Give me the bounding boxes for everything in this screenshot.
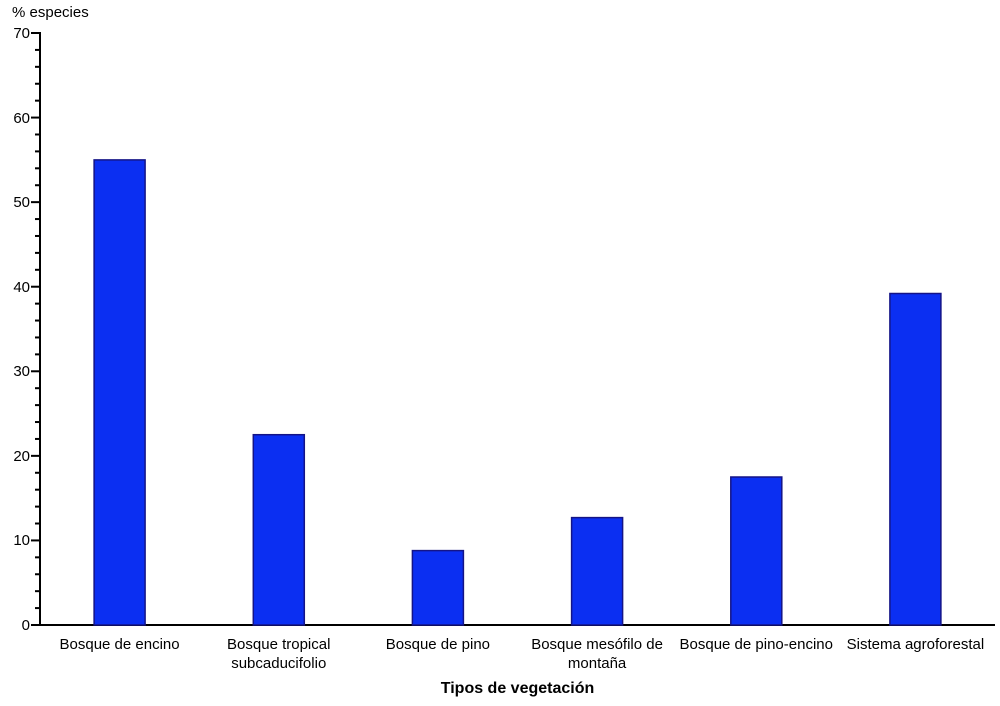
bar [889, 292, 942, 626]
bar [570, 516, 624, 626]
category-label: Bosque tropical subcaducifolio [227, 636, 331, 672]
y-tick-label: 40 [13, 278, 30, 296]
category-label: Bosque de pino [385, 636, 491, 653]
bar [93, 159, 146, 626]
category-label: Bosque de pino-encino [679, 636, 833, 653]
y-tick-label: 50 [13, 194, 30, 212]
bar [411, 549, 465, 626]
x-axis-title: Tipos de vegetación [440, 680, 595, 697]
category-label: Bosque de encino [59, 636, 180, 653]
bar [730, 476, 783, 626]
y-axis-title: % especies [12, 4, 89, 21]
y-tick-label: 0 [21, 617, 30, 634]
y-tick-label: 60 [13, 109, 30, 127]
y-tick-label: 30 [13, 363, 30, 381]
category-label: Sistema agroforestal [846, 636, 985, 653]
bar [252, 433, 306, 626]
category-label: Bosque mesófilo de montaña [531, 636, 663, 672]
y-tick-label: 20 [13, 447, 30, 465]
y-tick-label: 70 [13, 25, 30, 42]
y-tick-label: 10 [13, 532, 30, 550]
